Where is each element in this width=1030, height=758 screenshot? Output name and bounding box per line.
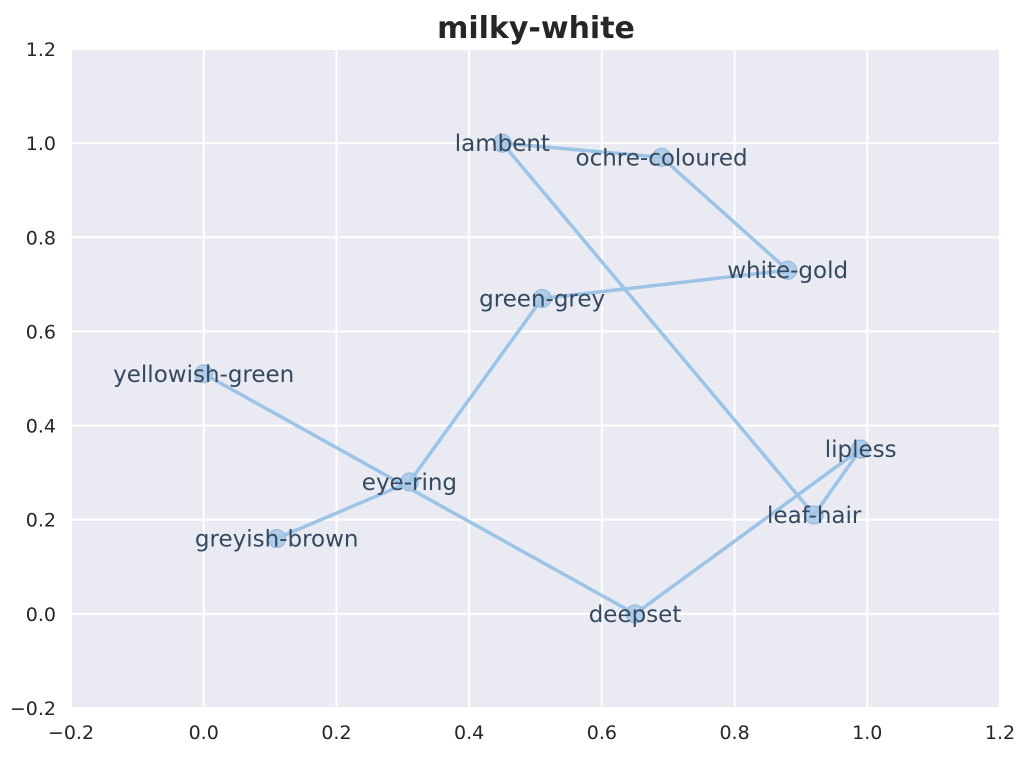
point-label: lipless <box>825 437 897 463</box>
data-point <box>778 260 798 280</box>
x-tick-label: 1.2 <box>985 722 1015 744</box>
data-point <box>194 364 214 384</box>
x-tick-label: −0.2 <box>48 722 94 744</box>
x-tick-label: 0.4 <box>454 722 484 744</box>
data-point <box>652 147 672 167</box>
point-label: white-gold <box>727 258 848 284</box>
point-label: yellowish-green <box>113 362 294 388</box>
y-tick-label: 0.4 <box>26 416 56 438</box>
chart-title: milky-white <box>437 11 635 46</box>
y-tick-label: 0.0 <box>26 604 56 626</box>
plot-area <box>71 49 1000 708</box>
data-point <box>804 505 824 525</box>
y-tick-label: −0.2 <box>10 698 56 720</box>
series-line <box>202 141 863 616</box>
point-label: eye-ring <box>362 470 457 496</box>
y-axis: −0.2 0.0 0.2 0.4 0.6 0.8 1.0 1.2 <box>10 39 56 720</box>
x-tick-label: 0.0 <box>189 722 219 744</box>
point-label: green-grey <box>479 286 605 312</box>
y-tick-label: 0.8 <box>26 227 56 249</box>
y-tick-label: 1.2 <box>26 39 56 61</box>
point-label: greyish-brown <box>195 527 359 553</box>
x-tick-label: 0.2 <box>321 722 351 744</box>
data-point <box>625 604 645 624</box>
x-tick-label: 0.6 <box>587 722 617 744</box>
y-tick-label: 1.0 <box>26 133 56 155</box>
markers <box>194 133 871 624</box>
x-axis: −0.2 0.0 0.2 0.4 0.6 0.8 1.0 1.2 <box>48 722 1015 744</box>
grid <box>70 48 1001 709</box>
point-label: leaf-hair <box>767 503 862 529</box>
data-point <box>267 529 287 549</box>
data-point <box>492 133 512 153</box>
data-point <box>399 472 419 492</box>
point-label: deepset <box>589 602 682 628</box>
data-point <box>532 288 552 308</box>
point-labels: yellowish-green deepset lipless leaf-hair wh… <box>113 131 896 628</box>
y-tick-label: 0.6 <box>26 321 56 343</box>
x-tick-label: 0.8 <box>719 722 749 744</box>
point-label: ochre-coloured <box>576 145 748 171</box>
point-label: lambent <box>455 131 550 157</box>
x-tick-label: 1.0 <box>852 722 882 744</box>
series-path <box>202 141 863 616</box>
y-tick-label: 0.2 <box>26 510 56 532</box>
data-point <box>851 439 871 459</box>
